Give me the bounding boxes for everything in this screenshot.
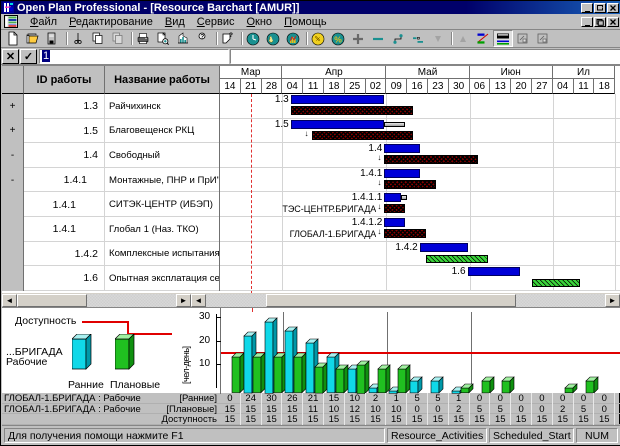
- svg-text:%: %: [334, 35, 342, 45]
- svg-text:?: ?: [200, 33, 204, 40]
- svg-text:?: ?: [229, 32, 233, 39]
